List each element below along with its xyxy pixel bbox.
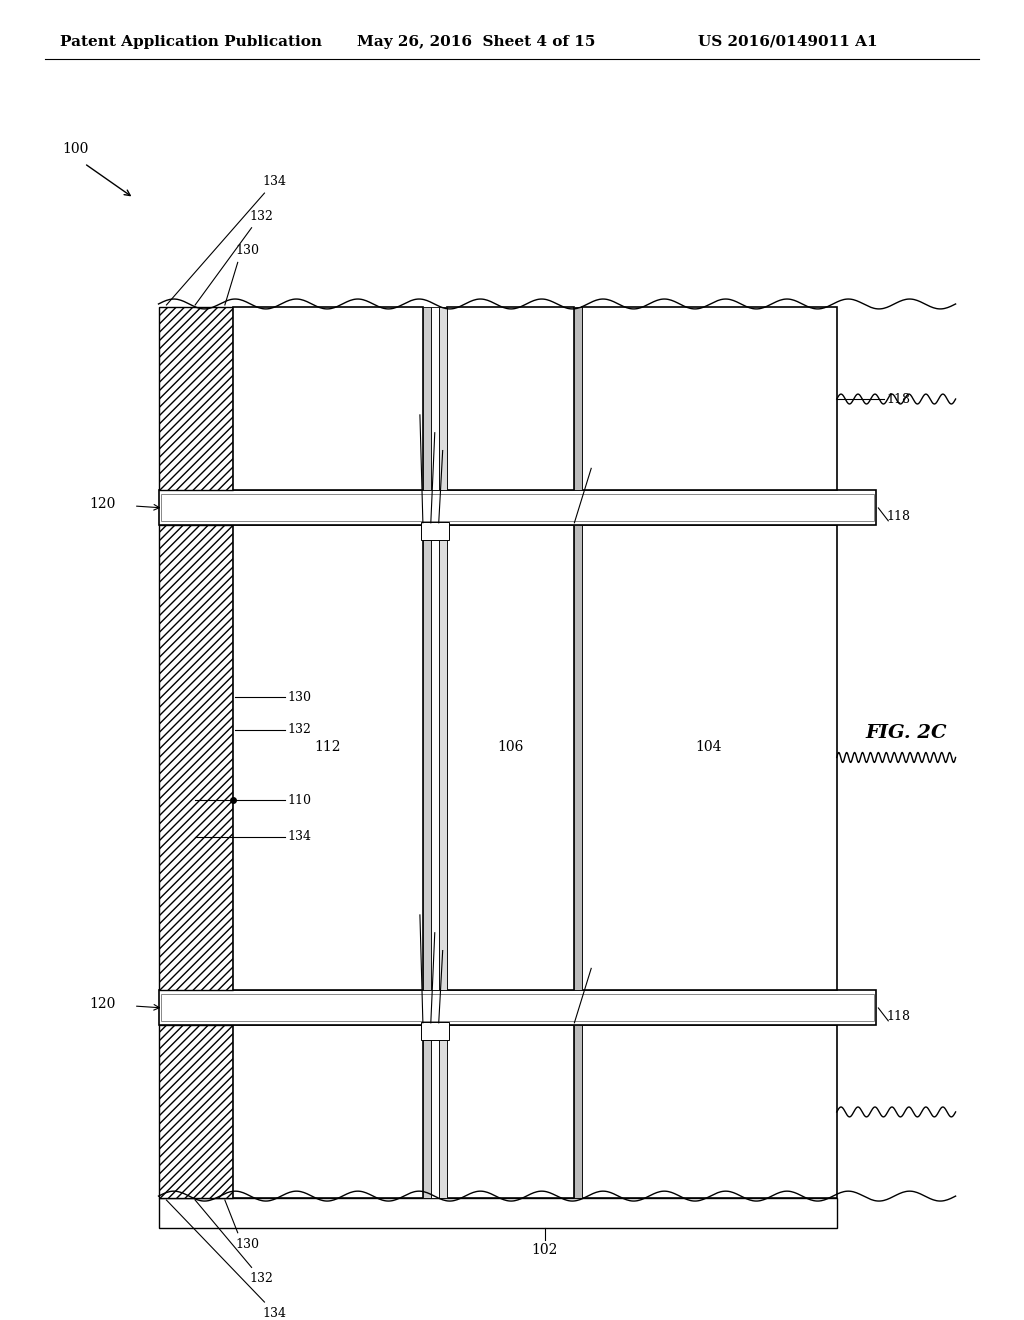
Bar xyxy=(431,308,438,490)
Text: 130: 130 xyxy=(288,690,311,704)
Bar xyxy=(159,308,232,490)
Text: 140: 140 xyxy=(433,916,457,929)
Bar xyxy=(431,525,438,990)
Text: 118: 118 xyxy=(887,510,910,523)
Text: May 26, 2016  Sheet 4 of 15: May 26, 2016 Sheet 4 of 15 xyxy=(356,34,595,49)
Text: FIG. 2C: FIG. 2C xyxy=(865,723,947,742)
Text: 134: 134 xyxy=(262,1307,287,1320)
Bar xyxy=(421,1022,449,1040)
Text: 134: 134 xyxy=(262,176,287,189)
Text: 120: 120 xyxy=(89,498,116,511)
Text: 112: 112 xyxy=(314,739,341,754)
Bar xyxy=(574,308,583,490)
Bar xyxy=(431,1024,438,1199)
Text: US 2016/0149011 A1: US 2016/0149011 A1 xyxy=(698,34,878,49)
Text: 118: 118 xyxy=(887,392,910,405)
Bar xyxy=(438,308,446,490)
Text: 138: 138 xyxy=(440,433,465,446)
Text: 134: 134 xyxy=(288,830,311,843)
Bar xyxy=(162,494,874,521)
Text: 104: 104 xyxy=(695,739,722,754)
Bar xyxy=(423,525,431,990)
Bar xyxy=(159,1199,837,1228)
Text: 130: 130 xyxy=(236,1238,260,1250)
Text: 116: 116 xyxy=(394,397,418,411)
Text: 120: 120 xyxy=(89,997,116,1011)
Bar xyxy=(232,525,423,990)
Text: 140: 140 xyxy=(433,416,457,429)
Bar xyxy=(438,1024,446,1199)
Text: 110: 110 xyxy=(288,793,311,807)
Bar xyxy=(446,308,574,490)
Bar xyxy=(421,521,449,540)
Bar xyxy=(423,308,431,490)
Text: 118: 118 xyxy=(887,1010,910,1023)
Text: 102: 102 xyxy=(531,1242,558,1257)
Bar xyxy=(159,1024,232,1199)
Text: 130: 130 xyxy=(236,244,260,257)
Text: 132: 132 xyxy=(250,1272,273,1286)
Text: 100: 100 xyxy=(62,141,89,156)
Text: 132: 132 xyxy=(288,723,311,737)
Bar xyxy=(159,990,877,1024)
Bar xyxy=(232,1024,423,1199)
Text: Patent Application Publication: Patent Application Publication xyxy=(59,34,322,49)
Text: 118: 118 xyxy=(589,952,613,965)
Bar xyxy=(438,525,446,990)
Bar xyxy=(583,308,837,490)
Bar xyxy=(574,1024,583,1199)
Bar xyxy=(232,308,423,490)
Bar xyxy=(423,1024,431,1199)
Text: 138: 138 xyxy=(440,933,465,946)
Bar xyxy=(583,525,837,990)
Bar xyxy=(159,525,232,990)
Bar xyxy=(446,525,574,990)
Text: 116: 116 xyxy=(394,898,418,911)
Text: 132: 132 xyxy=(250,210,273,223)
Bar xyxy=(446,1024,574,1199)
Text: 118: 118 xyxy=(589,451,613,465)
Bar xyxy=(574,525,583,990)
Text: 106: 106 xyxy=(497,739,523,754)
Bar xyxy=(162,994,874,1020)
Bar xyxy=(159,490,877,525)
Bar xyxy=(583,1024,837,1199)
